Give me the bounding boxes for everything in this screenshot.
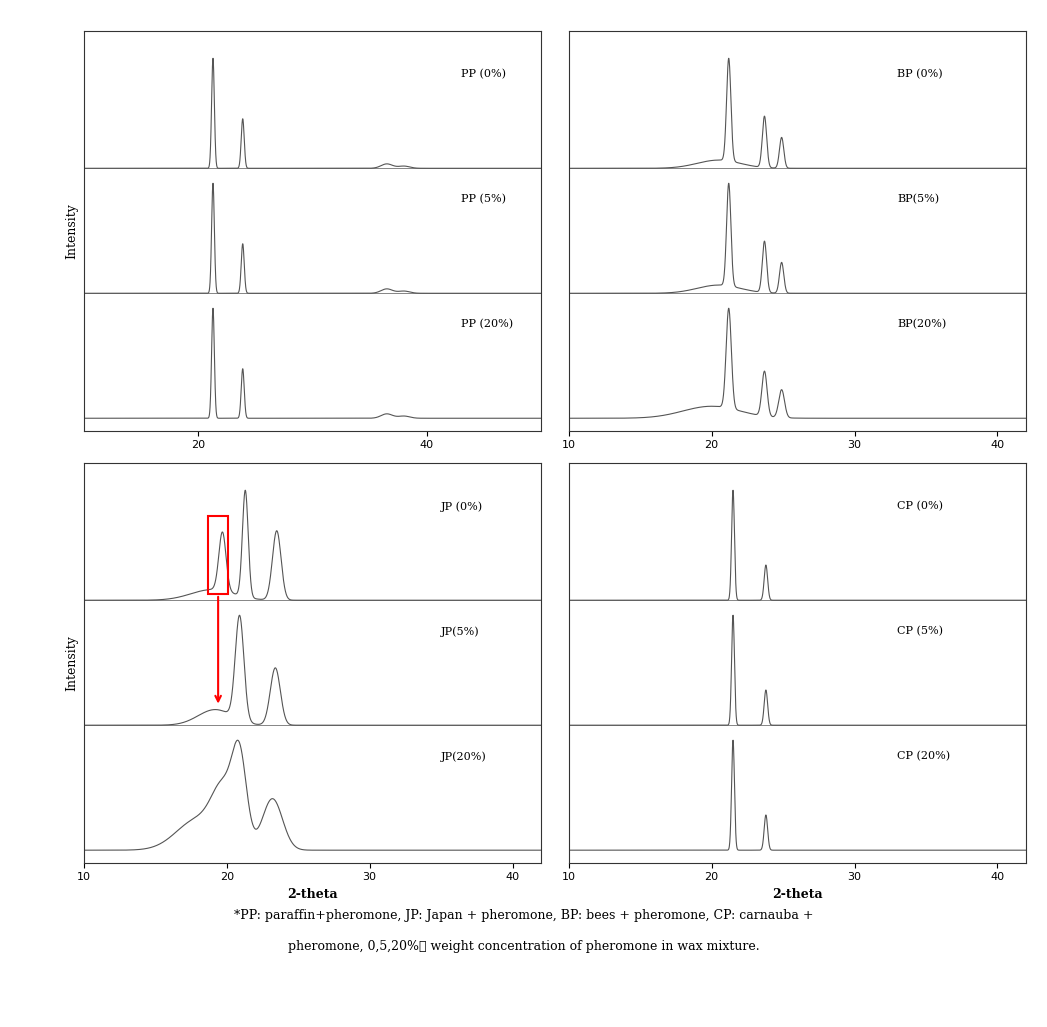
Text: BP(5%): BP(5%) xyxy=(897,194,939,204)
Text: PP (0%): PP (0%) xyxy=(461,70,506,80)
Y-axis label: Intensity: Intensity xyxy=(65,203,79,259)
Text: *PP: paraffin+pheromone, JP: Japan + pheromone, BP: bees + pheromone, CP: carnau: *PP: paraffin+pheromone, JP: Japan + phe… xyxy=(233,909,814,922)
X-axis label: 2-theta: 2-theta xyxy=(772,888,823,901)
Y-axis label: Intensity: Intensity xyxy=(65,635,79,690)
Text: CP (5%): CP (5%) xyxy=(897,626,943,637)
Text: BP (0%): BP (0%) xyxy=(897,70,943,80)
Text: CP (20%): CP (20%) xyxy=(897,752,951,762)
Text: JP(20%): JP(20%) xyxy=(441,751,487,762)
Text: CP (0%): CP (0%) xyxy=(897,501,943,511)
Text: pheromone, 0,5,20%： weight concentration of pheromone in wax mixture.: pheromone, 0,5,20%： weight concentration… xyxy=(288,940,759,953)
Text: PP (20%): PP (20%) xyxy=(461,319,513,330)
Text: JP (0%): JP (0%) xyxy=(441,501,484,511)
Text: BP(20%): BP(20%) xyxy=(897,319,946,330)
X-axis label: 2-theta: 2-theta xyxy=(287,888,338,901)
Text: PP (5%): PP (5%) xyxy=(461,194,506,204)
Text: JP(5%): JP(5%) xyxy=(441,626,480,637)
